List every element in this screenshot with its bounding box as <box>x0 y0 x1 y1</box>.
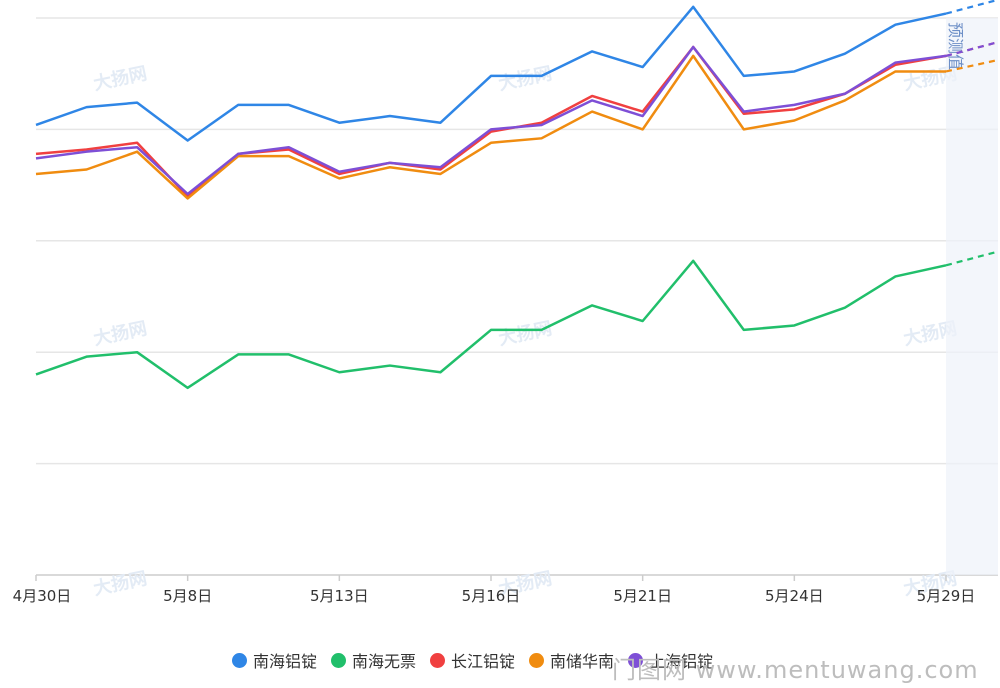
series-line <box>35 54 946 200</box>
x-axis-ticks: 4月30日 5月8日 5月13日 5月16日 5月21日 5月24日 5月29日 <box>13 575 976 605</box>
x-tick-label: 5月29日 <box>917 587 976 605</box>
legend-item[interactable]: 南海铝锭 <box>232 648 317 672</box>
watermark-text: 大扬网 <box>496 62 553 95</box>
legend-item[interactable]: 南海无票 <box>331 648 416 672</box>
legend-label: 上海铝锭 <box>649 652 714 671</box>
x-tick-label: 5月16日 <box>462 587 521 605</box>
x-tick-label: 5月8日 <box>163 587 212 605</box>
forecast-region <box>946 18 998 575</box>
legend-dot-icon <box>529 652 545 668</box>
watermark-text: 大扬网 <box>91 567 148 600</box>
legend-item[interactable]: 上海铝锭 <box>628 648 713 672</box>
series-line <box>35 5 947 142</box>
x-tick-label: 5月13日 <box>310 587 369 605</box>
legend-label: 南储华南 <box>550 652 615 671</box>
gridlines <box>36 17 998 576</box>
legend-dot-icon <box>232 652 247 668</box>
series-forecast-line <box>945 250 997 267</box>
legend-label: 南海铝锭 <box>253 652 318 671</box>
watermark-text: 大扬网 <box>91 62 148 95</box>
x-tick-label: 4月30日 <box>13 587 72 605</box>
x-tick-label: 5月24日 <box>765 587 824 605</box>
legend-label: 南海无票 <box>352 652 417 671</box>
x-tick-label: 5月21日 <box>613 587 672 605</box>
series-line <box>35 45 947 198</box>
series-forecast-line <box>945 41 997 57</box>
legend-dot-icon <box>430 652 446 668</box>
legend: 南海铝锭 南海无票 长江铝锭 南储华南 上海铝锭 <box>232 648 713 672</box>
series-lines <box>35 0 997 390</box>
site-watermark: 门图网 www.mentuwang.com <box>612 656 979 684</box>
legend-dot-icon <box>331 652 347 668</box>
legend-item[interactable]: 长江铝锭 <box>430 648 515 672</box>
forecast-label: 预测值 <box>946 22 965 70</box>
series-forecast-line <box>945 59 997 73</box>
series-line <box>35 259 947 390</box>
legend-dot-icon <box>628 652 644 668</box>
series-line <box>35 45 947 196</box>
watermark-text: 大扬网 <box>496 317 553 350</box>
watermark-text: 大扬网 <box>91 317 148 350</box>
legend-label: 长江铝锭 <box>451 652 516 671</box>
series-forecast-line <box>945 0 997 15</box>
legend-item[interactable]: 南储华南 <box>529 648 614 672</box>
